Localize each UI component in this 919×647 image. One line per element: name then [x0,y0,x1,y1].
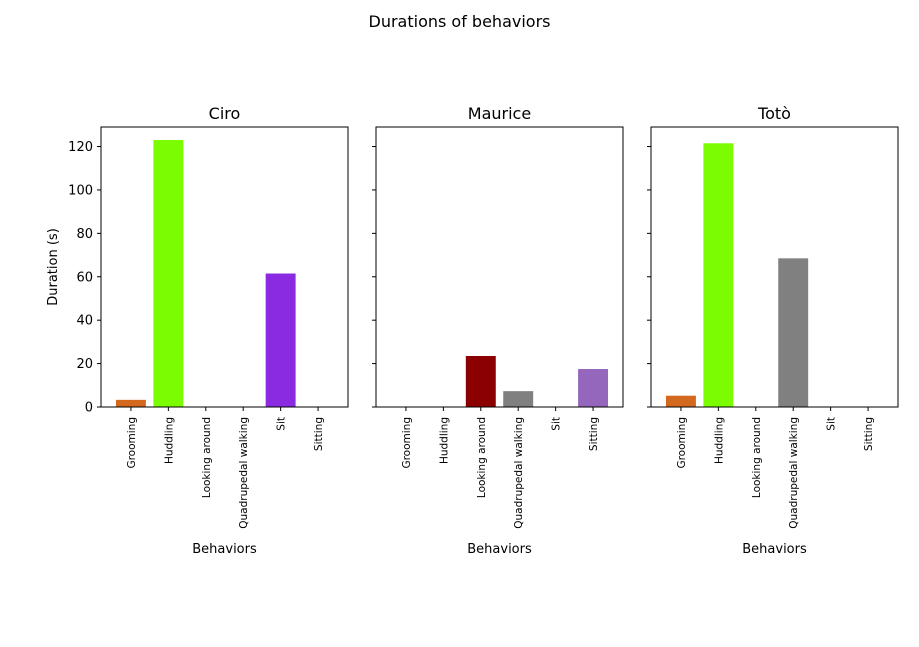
panel-ciro-x-tick-label: Huddling [163,417,175,464]
panel-ciro-bar-sit [265,273,296,407]
panel-maurice-x-tick-label: Sit [551,417,563,431]
panel-ciro-y-tick-label: 80 [76,227,93,242]
panel-toto-axes-frame [650,126,899,408]
panel-toto-title: Totò [757,104,791,123]
panel-toto-x-tick-label: Huddling [713,417,725,464]
panel-maurice-x-tick-label: Huddling [438,417,450,464]
panel-ciro-y-tick-label: 120 [68,140,93,155]
panel-ciro: 0 20 40 60 80 100 120 Grooming Huddling Looking a… [46,104,349,557]
panel-toto-x-axis-label: Behaviors [742,542,807,557]
figure-title: Durations of behaviors [369,12,551,31]
panel-ciro-x-tick-label: Grooming [126,417,138,469]
panel-toto: Grooming Huddling Looking around Quadrupeda… [647,104,899,557]
panel-toto-bar-huddling [703,143,734,407]
panel-ciro-y-tick-label: 20 [76,357,93,372]
panel-maurice-axes-frame [375,126,624,408]
panel-ciro-y-tick-label: 0 [85,401,93,416]
panel-maurice-bar-looking-around [465,355,496,407]
panel-toto-x-tick-label: Looking around [751,417,763,498]
panel-toto-x-tick-label: Sitting [863,417,875,451]
panel-maurice-title: Maurice [468,104,531,123]
panel-maurice-bar-sitting [578,369,609,407]
panel-ciro-x-tick-label: Looking around [201,417,213,498]
panel-toto-bar-grooming [665,395,696,407]
panel-maurice-bar-quadrupedal-walking [503,391,534,407]
panel-ciro-bar-huddling [153,140,184,407]
panel-maurice-x-tick-label: Looking around [476,417,488,498]
panel-toto-x-tick-label: Sit [826,417,838,431]
panel-ciro-y-tick-label: 60 [76,270,93,285]
panel-ciro-title: Ciro [209,104,241,123]
panel-maurice-x-tick-label: Quadrupedal walking [513,417,525,529]
panel-ciro-bar-grooming [115,399,146,407]
panel-maurice-x-axis-label: Behaviors [467,542,532,557]
panel-ciro-y-axis-label: Duration (s) [46,228,61,306]
panel-ciro-x-tick-label: Sit [276,417,288,431]
panel-maurice: Grooming Huddling Looking around Quadrupeda… [372,104,624,557]
panel-ciro-x-tick-label: Quadrupedal walking [238,417,250,529]
panel-ciro-x-tick-label: Sitting [313,417,325,451]
panel-ciro-y-tick-label: 100 [68,183,93,198]
chart-panels: 0 20 40 60 80 100 120 Grooming Huddling Looking a… [46,104,899,557]
panel-toto-x-tick-label: Quadrupedal walking [788,417,800,529]
panel-ciro-x-axis-label: Behaviors [192,542,257,557]
panel-toto-bar-quadrupedal-walking [778,258,809,407]
panel-ciro-y-tick-label: 40 [76,314,93,329]
panel-toto-x-tick-label: Grooming [676,417,688,469]
panel-ciro-axes-frame [100,126,349,408]
panel-maurice-x-tick-label: Grooming [401,417,413,469]
panel-maurice-x-tick-label: Sitting [588,417,600,451]
